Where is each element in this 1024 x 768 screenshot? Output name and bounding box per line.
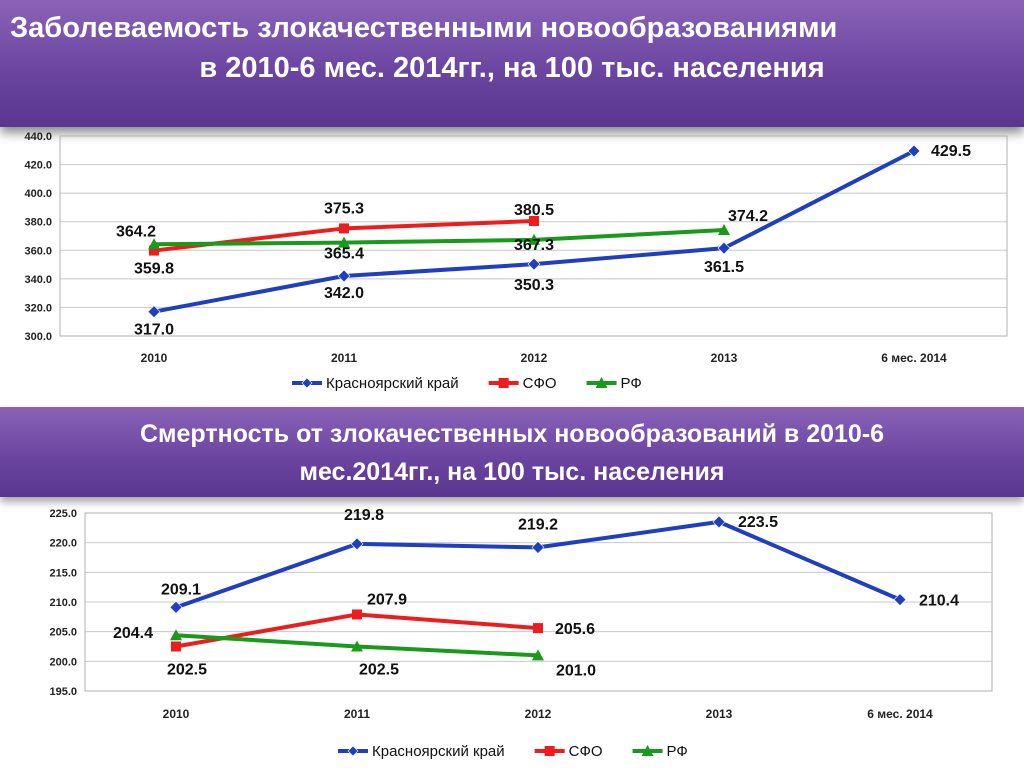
incidence-chart: 300.0 320.0 340.0 360.0 380.0 400.0 420.0 440.0… (24, 131, 1008, 392)
mortality-y-tick-label: 200.0 (49, 656, 77, 668)
incidence-legend-marker-0 (301, 377, 313, 389)
incidence-data-label-s2-0: 364.2 (116, 223, 156, 240)
incidence-data-label-s0-4: 429.5 (931, 143, 971, 160)
incidence-legend-label-2: РФ (621, 375, 642, 392)
mortality-data-label-s1-0: 202.5 (167, 662, 207, 679)
incidence-point-s2-3 (718, 224, 730, 235)
incidence-data-label-s1-2: 380.5 (514, 202, 554, 219)
incidence-y-tick-label: 360.0 (24, 245, 52, 257)
mortality-legend-label-2: РФ (667, 743, 688, 760)
mortality-x-tick-label: 2011 (344, 707, 370, 721)
mortality-x-tick-label: 2012 (525, 707, 552, 721)
mortality-point-s1-0 (171, 641, 181, 652)
incidence-data-label-s2-2: 367.3 (514, 237, 554, 254)
mortality-data-label-s2-2: 201.0 (556, 662, 596, 679)
incidence-data-label-s1-1: 375.3 (324, 200, 364, 217)
mortality-legend-label-0: Красноярский край (372, 743, 505, 760)
incidence-point-s0-4 (907, 144, 921, 158)
mortality-title-line2: мес.2014гг., на 100 тыс. населения (299, 458, 725, 486)
incidence-plot-area (59, 135, 1008, 337)
incidence-x-tick-label: 2012 (521, 351, 548, 365)
mortality-legend-label-1: СФО (569, 743, 603, 760)
incidence-y-tick-label: 380.0 (24, 217, 52, 229)
incidence-data-label-s0-0: 317.0 (134, 322, 174, 339)
mortality-legend-marker-0 (347, 745, 359, 757)
mortality-data-label-s2-1: 202.5 (359, 662, 399, 679)
mortality-point-s0-2 (531, 540, 545, 554)
mortality-x-tick-label: 2010 (163, 707, 190, 721)
mortality-y-tick-label: 195.0 (49, 686, 77, 698)
mortality-point-s2-2 (532, 649, 544, 661)
mortality-data-label-s0-1: 219.8 (344, 507, 384, 524)
incidence-title-banner: Заболеваемость злокачественными новообра… (0, 0, 1024, 127)
mortality-point-s2-1 (351, 640, 363, 652)
mortality-data-label-s0-2: 219.2 (518, 516, 558, 533)
incidence-x-tick-label: 2010 (141, 351, 168, 365)
incidence-data-label-s2-3: 374.2 (728, 208, 768, 225)
mortality-data-label-s0-4: 210.4 (919, 593, 959, 610)
incidence-point-s2-1 (338, 236, 350, 248)
incidence-y-tick-label: 440.0 (24, 131, 52, 143)
incidence-x-tick-label: 6 мес. 2014 (881, 351, 947, 365)
mortality-title-banner: Смертность от злокачественных новообразо… (0, 407, 1024, 497)
mortality-legend-marker-2 (641, 745, 654, 756)
mortality-point-s2-0 (170, 629, 182, 641)
mortality-x-tick-label: 6 мес. 2014 (867, 707, 933, 721)
incidence-point-s1-1 (339, 223, 349, 234)
incidence-x-tick-label: 2011 (331, 351, 357, 365)
mortality-point-s0-1 (350, 537, 364, 551)
incidence-point-s1-2 (529, 216, 539, 226)
incidence-series-line-2 (153, 228, 725, 247)
mortality-y-tick-label: 220.0 (49, 538, 77, 550)
incidence-data-label-s0-3: 361.5 (704, 259, 744, 276)
mortality-plot-area (84, 512, 993, 692)
mortality-y-tick-label: 210.0 (49, 597, 77, 609)
mortality-data-label-s2-0: 204.4 (113, 625, 153, 642)
mortality-point-s1-1 (352, 609, 362, 620)
incidence-legend-label-0: Красноярский край (326, 375, 459, 392)
mortality-legend-marker-1 (544, 746, 555, 756)
mortality-y-tick-label: 225.0 (49, 508, 77, 520)
incidence-point-s0-3 (717, 241, 731, 255)
incidence-y-tick-label: 300.0 (24, 331, 52, 343)
incidence-data-label-s2-1: 365.4 (324, 246, 364, 263)
incidence-x-tick-label: 2013 (711, 351, 738, 365)
incidence-point-s2-0 (148, 238, 160, 250)
incidence-title-line2: в 2010-6 мес. 2014гг., на 100 тыс. насел… (199, 52, 825, 84)
mortality-point-s0-3 (712, 515, 726, 529)
mortality-point-s0-4 (893, 593, 907, 607)
incidence-data-label-s1-0: 359.8 (134, 261, 174, 278)
mortality-point-s0-0 (169, 600, 183, 614)
incidence-point-s2-2 (528, 233, 540, 245)
mortality-data-label-s1-2: 205.6 (555, 621, 595, 638)
incidence-point-s0-1 (337, 269, 351, 283)
incidence-y-tick-label: 320.0 (24, 302, 52, 314)
incidence-data-label-s0-2: 350.3 (514, 277, 554, 294)
incidence-point-s0-2 (527, 257, 541, 271)
incidence-point-s1-0 (149, 245, 159, 256)
incidence-legend-marker-2 (595, 377, 608, 388)
mortality-y-tick-label: 215.0 (49, 567, 77, 579)
incidence-title-line1: Заболеваемость злокачественными новообра… (10, 12, 838, 44)
incidence-legend-label-1: СФО (523, 375, 557, 392)
incidence-data-label-s0-1: 342.0 (324, 285, 364, 302)
incidence-y-tick-label: 420.0 (24, 160, 52, 172)
mortality-data-label-s1-1: 207.9 (367, 591, 407, 608)
mortality-chart: 195.0 200.0 205.0 210.0 215.0 220.0 225.0 2010 2… (49, 507, 993, 760)
mortality-title-line1: Смертность от злокачественных новообразо… (139, 420, 885, 448)
incidence-legend-marker-1 (498, 378, 509, 388)
mortality-x-tick-label: 2013 (706, 707, 733, 721)
mortality-series-line-0 (175, 519, 901, 610)
mortality-y-tick-label: 205.0 (49, 627, 77, 639)
incidence-y-tick-label: 400.0 (24, 188, 52, 200)
incidence-point-s0-0 (147, 305, 161, 319)
incidence-y-tick-label: 340.0 (24, 274, 52, 286)
mortality-data-label-s0-0: 209.1 (161, 581, 201, 598)
mortality-data-label-s0-3: 223.5 (738, 514, 778, 531)
mortality-point-s1-2 (533, 623, 543, 634)
